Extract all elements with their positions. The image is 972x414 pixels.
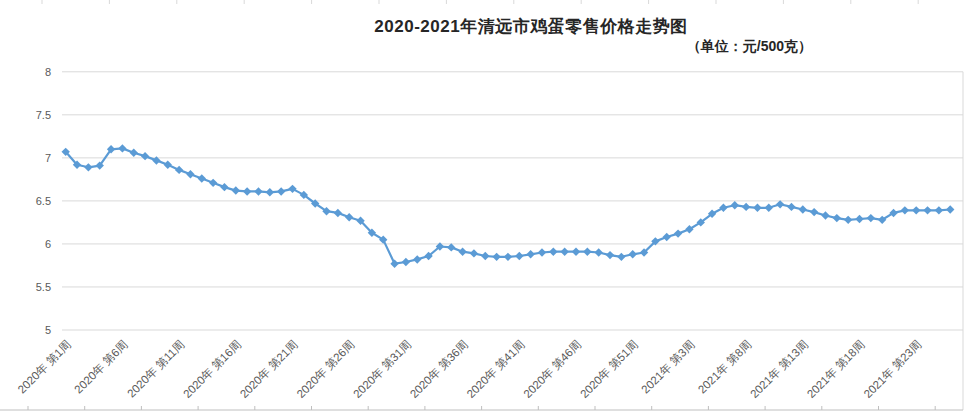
data-point-marker [753, 204, 761, 212]
data-point-marker [629, 250, 637, 258]
data-point-marker [130, 149, 138, 157]
data-point-marker [674, 229, 682, 237]
data-point-marker [901, 206, 909, 214]
data-point-marker [946, 205, 954, 213]
x-axis-tick-label: 2020年 第21周 [238, 338, 300, 400]
data-point-marker [719, 204, 727, 212]
y-axis-tick-label: 5.5 [36, 281, 51, 293]
data-point-marker [731, 201, 739, 209]
data-point-marker [492, 253, 500, 261]
data-point-marker [458, 247, 466, 255]
x-axis-tick-label: 2020年 第51周 [578, 338, 640, 400]
data-point-marker [288, 185, 296, 193]
data-point-marker [617, 253, 625, 261]
data-point-marker [186, 170, 194, 178]
data-point-marker [470, 249, 478, 257]
data-point-marker [141, 152, 149, 160]
data-point-marker [833, 214, 841, 222]
data-point-marker [164, 161, 172, 169]
data-point-marker [560, 247, 568, 255]
price-trend-line-chart: 5 5.5 6 6.5 7 7.5 8 2020年 第1周2020年 第6周2020年 第11… [0, 0, 972, 414]
x-axis-tick-label: 2020年 第36周 [408, 338, 470, 400]
x-axis-tick-label: 2021年 第13周 [748, 338, 810, 400]
data-point-marker [220, 183, 228, 191]
x-axis-tick-label: 2021年 第18周 [805, 338, 867, 400]
x-axis-tick-label: 2020年 第6周 [72, 338, 130, 396]
data-point-marker [118, 144, 126, 152]
data-point-marker [923, 206, 931, 214]
data-point-marker [594, 248, 602, 256]
x-axis-tick-label: 2021年 第23周 [861, 338, 923, 400]
x-axis-tick-label: 2020年 第11周 [125, 338, 187, 400]
data-point-marker [232, 186, 240, 194]
data-point-marker [867, 214, 875, 222]
data-point-marker [765, 204, 773, 212]
data-point-marker [583, 247, 591, 255]
data-point-marker [742, 203, 750, 211]
data-point-marker [935, 206, 943, 214]
y-axis-tick-label: 5 [45, 324, 51, 336]
y-axis-tick-label: 7 [45, 152, 51, 164]
y-axis-tick-label: 6 [45, 238, 51, 250]
data-point-marker [447, 243, 455, 251]
x-axis-tick-label: 2020年 第41周 [464, 338, 526, 400]
data-point-marker [504, 253, 512, 261]
data-point-marker [776, 200, 784, 208]
data-point-marker [787, 203, 795, 211]
y-axis-tick-label: 6.5 [36, 195, 51, 207]
x-axis-tick-label: 2020年 第31周 [351, 338, 413, 400]
data-point-marker [810, 208, 818, 216]
data-point-marker [402, 258, 410, 266]
x-axis-tick-label: 2020年 第26周 [294, 338, 356, 400]
x-axis-tick-label: 2020年 第1周 [15, 338, 73, 396]
y-axis-tick-label: 8 [45, 66, 51, 78]
data-point-marker [526, 250, 534, 258]
data-point-marker [515, 252, 523, 260]
price-line [66, 148, 951, 263]
data-point-marker [663, 233, 671, 241]
data-point-marker [844, 216, 852, 224]
data-point-marker [606, 251, 614, 259]
data-point-marker [175, 166, 183, 174]
data-point-marker [799, 205, 807, 213]
data-point-marker [84, 163, 92, 171]
data-point-marker [345, 213, 353, 221]
x-axis-tick-label: 2021年 第3周 [639, 338, 697, 396]
data-point-marker [390, 260, 398, 268]
data-point-marker [334, 209, 342, 217]
data-point-marker [266, 188, 274, 196]
data-point-marker [912, 206, 920, 214]
x-axis-tick-label: 2021年 第8周 [696, 338, 754, 396]
data-point-marker [821, 211, 829, 219]
data-point-marker [243, 187, 251, 195]
data-point-marker [481, 252, 489, 260]
x-axis-tick-label: 2020年 第46周 [521, 338, 583, 400]
data-point-marker [538, 248, 546, 256]
egg-price-chart-page: 2020-2021年清远市鸡蛋零售价格走势图 （单位：元/500克） 55.56… [0, 0, 972, 414]
data-point-marker [572, 247, 580, 255]
data-point-marker [254, 187, 262, 195]
data-point-marker [549, 247, 557, 255]
y-axis-tick-label: 7.5 [36, 109, 51, 121]
x-axis-tick-label: 2020年 第16周 [181, 338, 243, 400]
data-point-marker [855, 215, 863, 223]
data-point-marker [277, 187, 285, 195]
data-point-marker [198, 174, 206, 182]
data-point-marker [209, 179, 217, 187]
data-point-marker [413, 255, 421, 263]
